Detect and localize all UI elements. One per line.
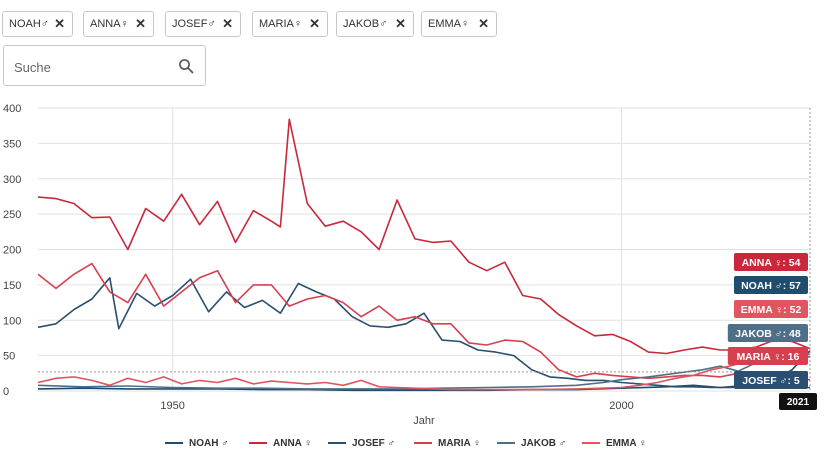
y-tick-label: 250 (3, 209, 21, 221)
series-line (37, 118, 811, 355)
legend-swatch (414, 442, 432, 445)
hover-year-box (779, 393, 817, 410)
y-tick-label: 50 (3, 351, 15, 363)
legend-swatch (165, 442, 183, 445)
legend-item[interactable]: EMMA ♀ (582, 436, 646, 452)
search-input[interactable] (12, 56, 166, 78)
legend-swatch (582, 442, 600, 445)
y-tick-label: 200 (3, 245, 21, 257)
legend-label: NOAH ♂ (189, 438, 229, 449)
close-icon[interactable]: ✕ (54, 16, 65, 31)
tooltip-label: ANNA ♀: 54 (742, 257, 801, 269)
x-tick-label: 1950 (160, 400, 184, 412)
y-tick-label: 400 (3, 103, 21, 115)
filter-chip-label: MARIA♀ (259, 18, 303, 30)
filter-chip-anna[interactable]: ANNA♀ ✕ (83, 11, 154, 37)
legend-label: MARIA ♀ (438, 438, 481, 449)
legend-swatch (249, 442, 267, 445)
x-tick-label: 2000 (609, 400, 633, 412)
y-tick-label: 300 (3, 174, 21, 186)
close-icon[interactable]: ✕ (395, 16, 406, 31)
close-icon[interactable]: ✕ (135, 16, 146, 31)
legend-label: ANNA ♀ (273, 438, 312, 449)
filter-chip-josef[interactable]: JOSEF♂ ✕ (165, 11, 241, 37)
tooltip-box (734, 371, 808, 389)
legend-label: EMMA ♀ (606, 438, 647, 449)
filter-chip-label: ANNA♀ (90, 18, 129, 30)
tooltip-box (734, 253, 808, 271)
x-axis-title: Jahr (413, 415, 435, 427)
legend-item[interactable]: NOAH ♂ (165, 436, 229, 452)
y-tick-label: 0 (3, 386, 9, 398)
legend-item[interactable]: MARIA ♀ (414, 436, 481, 452)
tooltip-box (727, 324, 808, 342)
legend-swatch (497, 442, 515, 445)
filter-chip-jakob[interactable]: JAKOB♂ ✕ (336, 11, 414, 37)
legend-swatch (328, 442, 346, 445)
legend-item[interactable]: ANNA ♀ (249, 436, 312, 452)
close-icon[interactable]: ✕ (478, 16, 489, 31)
series-line (37, 353, 811, 391)
tooltip-label: MARIA ♀: 16 (736, 351, 799, 363)
tooltip-label: NOAH ♂: 57 (741, 280, 801, 292)
search-box[interactable] (3, 45, 206, 86)
filter-chip-emma[interactable]: EMMA♀ ✕ (421, 11, 497, 37)
tooltip-box (734, 300, 808, 318)
line-chart: 0 50 100 150 200 250 300 350 400 1950 2000 Jahr 2021… (3, 103, 817, 427)
tooltip-box (734, 276, 808, 294)
legend-item[interactable]: JOSEF ♂ (328, 436, 395, 452)
close-icon[interactable]: ✕ (309, 16, 320, 31)
close-icon[interactable]: ✕ (222, 16, 233, 31)
filter-chip-noah[interactable]: NOAH♂ ✕ (2, 11, 73, 37)
series-line (37, 262, 810, 381)
legend-label: JOSEF ♂ (352, 438, 396, 449)
y-tick-label: 350 (3, 138, 21, 150)
y-tick-label: 150 (3, 280, 21, 292)
filter-chip-label: EMMA♀ (428, 18, 470, 30)
series-line (37, 277, 810, 389)
tooltip-box (727, 347, 808, 365)
legend-item[interactable]: JAKOB ♂ (497, 436, 566, 452)
y-tick-label: 100 (3, 315, 21, 327)
hover-year-label: 2021 (787, 397, 810, 408)
search-icon[interactable] (178, 58, 194, 79)
filter-chip-maria[interactable]: MARIA♀ ✕ (252, 11, 328, 37)
tooltip-label: JAKOB ♂: 48 (735, 328, 801, 340)
series-line (37, 354, 811, 390)
filter-chip-label: NOAH♂ (9, 18, 50, 30)
filter-chip-label: JAKOB♂ (343, 18, 388, 30)
tooltip-label: EMMA ♀: 52 (741, 304, 802, 316)
legend-label: JAKOB ♂ (521, 438, 567, 449)
filter-chip-label: JOSEF♂ (172, 18, 216, 30)
tooltip-label: JOSEF ♂: 5 (742, 375, 800, 387)
chart-legend: NOAH ♂ ANNA ♀ JOSEF ♂ MARIA ♀ JAKOB ♂ EMMA ♀ (0, 436, 830, 454)
